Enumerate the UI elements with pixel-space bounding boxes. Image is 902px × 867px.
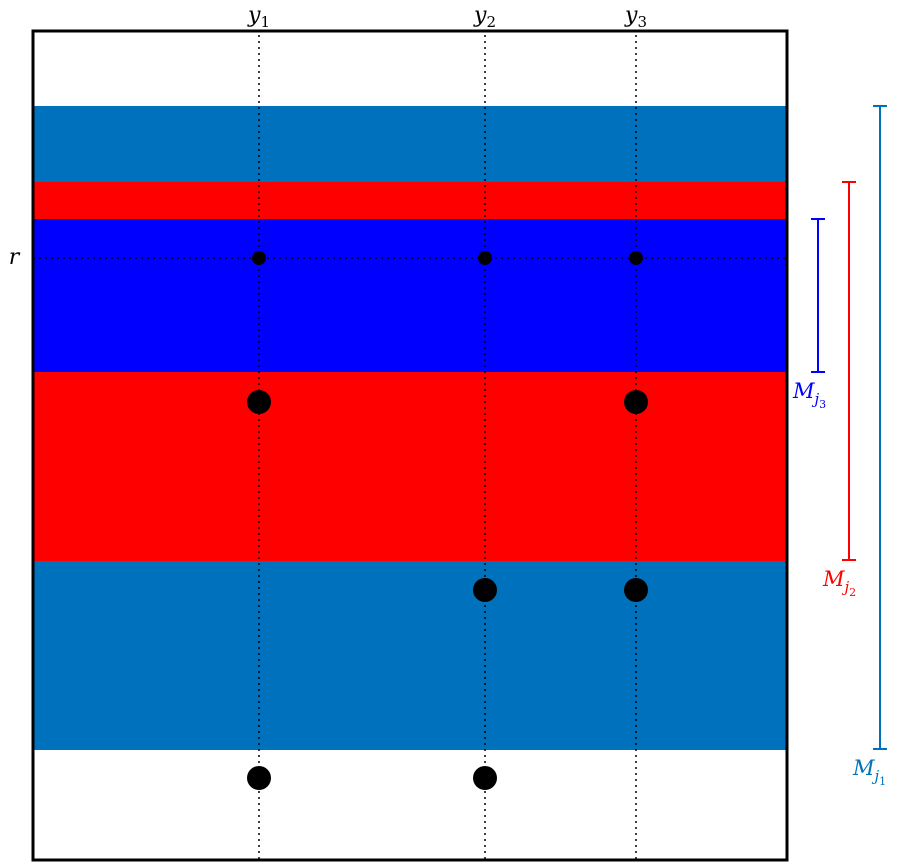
column-label-y1: y1 [247, 3, 270, 31]
small-point-r-y2 [478, 251, 492, 265]
point-y1-row4 [247, 766, 271, 790]
point-y3-row3 [624, 578, 648, 602]
bracket-label-m-j1: Mj1 [852, 756, 886, 788]
frame [31, 29, 789, 862]
point-y2-row4 [473, 766, 497, 790]
bracket-label-m-j3: Mj3 [792, 379, 826, 411]
bracket-m-j3 [811, 218, 825, 373]
column-label-y3: y3 [624, 3, 647, 31]
band-j3 [33, 219, 787, 372]
bracket-m-j2 [842, 181, 856, 561]
point-y2-row3 [473, 578, 497, 602]
point-y1-row2 [247, 390, 271, 414]
small-point-r-y3 [629, 251, 643, 265]
point-y3-row2 [624, 390, 648, 414]
bracket-m-j1 [873, 105, 887, 750]
bracket-label-m-j2: Mj2 [822, 567, 856, 599]
small-point-r-y1 [252, 251, 266, 265]
column-label-y2: y2 [473, 3, 496, 31]
row-label-r: r [9, 245, 21, 270]
